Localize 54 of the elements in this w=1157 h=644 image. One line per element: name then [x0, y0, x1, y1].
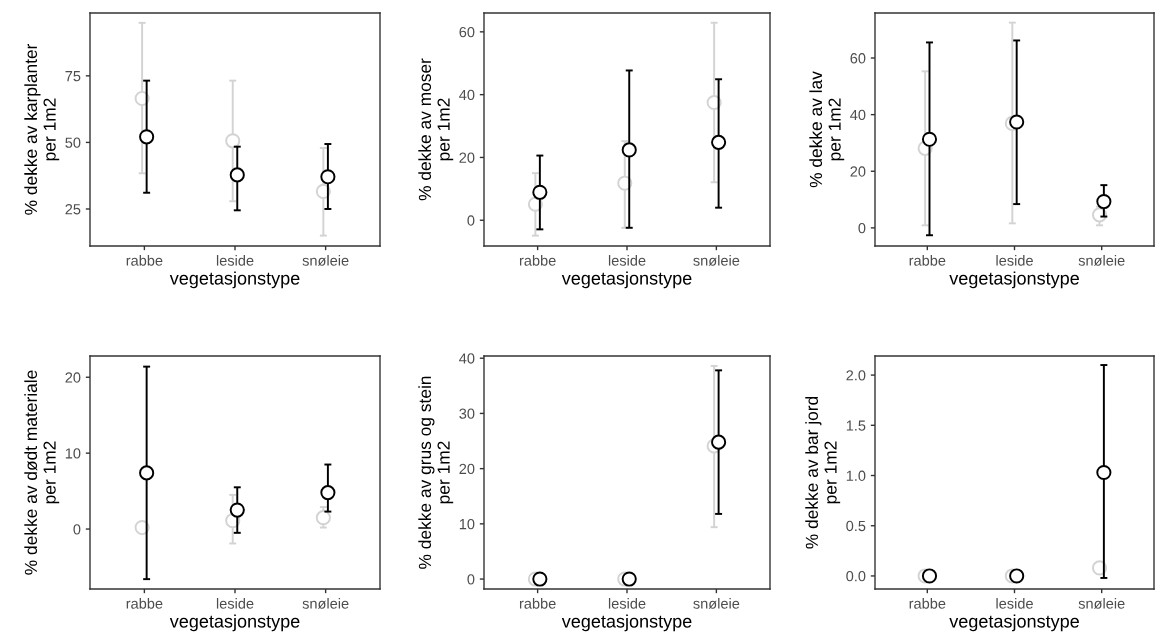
x-axis-title: vegetasjonstype: [949, 271, 1079, 289]
y-tick-label: 40: [459, 89, 475, 101]
y-axis-title: % dekke av moser per 1m2: [418, 58, 454, 201]
y-tick-label: 0: [858, 222, 866, 234]
x-tick-label: rabbe: [126, 255, 163, 266]
y-axis-title: % dekke av dødt materiale per 1m2: [24, 370, 60, 575]
x-tick-label: rabbe: [126, 598, 163, 609]
y-axis-title: % dekke av lav per 1m2: [809, 71, 845, 188]
x-axis-title: vegetasjonstype: [561, 271, 692, 289]
x-tick-label: rabbe: [909, 598, 946, 609]
y-tick-label: 60: [850, 53, 866, 64]
y-tick-label: 0: [467, 215, 475, 226]
x-tick-label: snøleie: [693, 598, 740, 609]
y-tick-label: 40: [459, 353, 475, 364]
y-axis-title: % dekke av grus og stein per 1m2: [418, 376, 454, 569]
x-tick-label: leside: [216, 598, 254, 609]
y-tick-label: 25: [65, 204, 81, 215]
y-tick-label: 2.0: [846, 370, 866, 381]
x-tick-label: rabbe: [519, 598, 556, 609]
x-tick-label: snøleie: [1078, 598, 1125, 609]
x-axis-title: vegetasjonstype: [949, 614, 1079, 632]
x-tick-label: snøleie: [302, 598, 349, 609]
y-tick-label: 20: [65, 372, 81, 383]
x-tick-label: leside: [996, 255, 1033, 266]
x-tick-label: leside: [608, 255, 646, 266]
y-tick-label: 40: [850, 109, 866, 121]
y-tick-label: 30: [459, 408, 475, 419]
y-tick-label: 75: [65, 71, 81, 82]
y-tick-label: 1.0: [846, 470, 866, 481]
y-tick-label: 60: [459, 26, 475, 38]
x-tick-label: rabbe: [519, 255, 556, 266]
x-axis-title: vegetasjonstype: [561, 614, 692, 632]
x-tick-label: leside: [216, 255, 254, 266]
x-axis-title: vegetasjonstype: [169, 271, 300, 289]
y-tick-label: 0: [467, 574, 475, 585]
y-tick-label: 10: [459, 518, 475, 530]
y-tick-label: 0.5: [846, 520, 866, 532]
y-tick-label: 20: [459, 463, 475, 475]
y-tick-label: 20: [850, 166, 866, 177]
y-tick-label: 0: [73, 524, 81, 535]
y-tick-label: 20: [459, 152, 475, 163]
y-tick-label: 0.0: [846, 571, 866, 582]
x-tick-label: leside: [608, 598, 646, 609]
x-axis-title: vegetasjonstype: [169, 614, 300, 632]
y-axis-title: % dekke av karplanter per 1m2: [24, 43, 60, 215]
y-tick-label: 10: [65, 448, 81, 459]
x-tick-label: leside: [996, 598, 1033, 609]
x-tick-label: snøleie: [1078, 255, 1125, 266]
x-tick-label: rabbe: [909, 255, 946, 266]
x-tick-label: snøleie: [693, 255, 740, 266]
y-axis-title: % dekke av bar jord per 1m2: [805, 396, 841, 549]
y-tick-label: 50: [65, 137, 81, 148]
x-tick-label: snøleie: [302, 255, 349, 266]
y-tick-label: 1.5: [846, 420, 866, 431]
